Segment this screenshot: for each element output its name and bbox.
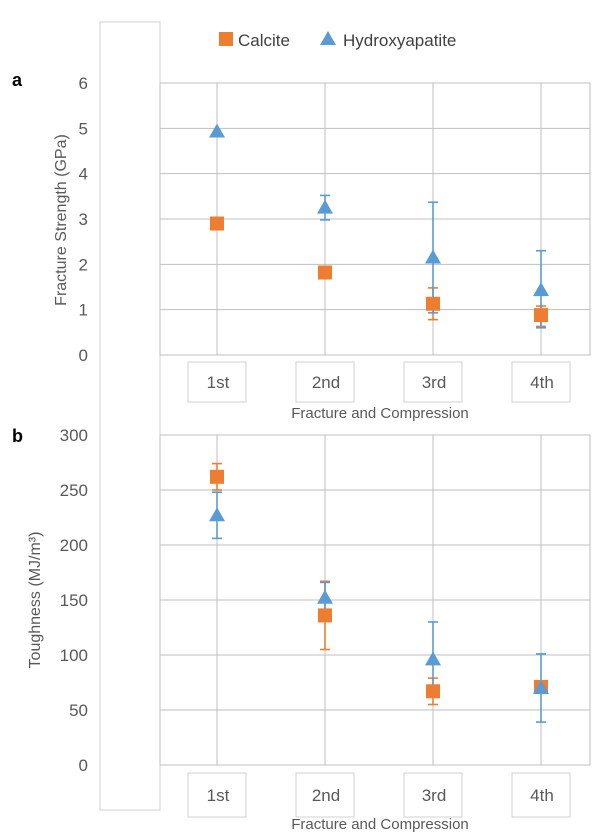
y-tick-label: 3 <box>79 210 88 229</box>
x-category-label: 2nd <box>312 373 340 392</box>
panel-a: a 0 1 2 3 4 5 6 1st 2nd 3rd 4th Fracture Strength… <box>12 70 591 422</box>
calcite-point <box>426 296 440 311</box>
hydroxyapatite-point <box>317 589 333 604</box>
x-category-box <box>511 361 571 403</box>
hydroxyapatite-point <box>209 123 225 138</box>
panel-b: b 0 50 100 150 200 250 300 1st 2nd 3rd 4th Toughn… <box>12 426 591 833</box>
x-axis-title-b: Fracture and Compression <box>291 816 469 833</box>
hydroxyapatite-point <box>533 282 549 297</box>
legend: Calcite Hydroxyapatite <box>219 31 456 50</box>
x-category-labels-a: 1st 2nd 3rd 4th <box>187 361 571 403</box>
calcite-point <box>210 469 224 484</box>
x-category-box <box>403 772 463 818</box>
panel-label-a: a <box>12 70 23 90</box>
legend-hydroxyapatite-marker <box>320 31 336 45</box>
x-category-box <box>187 772 247 818</box>
gridlines-a <box>160 82 590 356</box>
y-tick-label: 150 <box>60 591 88 610</box>
x-category-label: 3rd <box>422 786 447 805</box>
calcite-point <box>318 608 332 623</box>
hydroxyapatite-point <box>425 249 441 264</box>
x-axis-title-a: Fracture and Compression <box>291 405 469 422</box>
y-tick-label: 1 <box>79 301 88 320</box>
legend-hydroxyapatite-label: Hydroxyapatite <box>343 31 456 50</box>
y-axis-title-b: Toughness (MJ/m³) <box>27 532 44 669</box>
gridlines-b <box>160 434 590 766</box>
y-tick-label: 50 <box>69 701 88 720</box>
y-axis-title-a: Fracture Strength (GPa) <box>53 134 70 306</box>
x-category-label: 2nd <box>312 786 340 805</box>
legend-calcite-label: Calcite <box>238 31 290 50</box>
y-tick-label: 300 <box>60 426 88 445</box>
x-category-label: 4th <box>530 373 554 392</box>
calcite-point <box>210 216 224 231</box>
x-category-box <box>403 361 463 403</box>
y-tick-label: 4 <box>79 165 88 184</box>
y-tick-label: 5 <box>79 119 88 138</box>
y-tick-label: 0 <box>79 346 88 365</box>
y-tick-labels-b: 0 50 100 150 200 250 300 <box>60 426 88 775</box>
x-category-labels-b: 1st 2nd 3rd 4th <box>187 772 571 818</box>
x-category-label: 4th <box>530 786 554 805</box>
data-marks-a <box>209 123 549 329</box>
hydroxyapatite-point <box>533 680 549 694</box>
hydroxyapatite-point <box>317 199 333 214</box>
calcite-point <box>534 308 548 323</box>
x-category-box <box>187 361 247 403</box>
y-tick-label: 6 <box>79 74 88 93</box>
x-category-label: 1st <box>207 786 230 805</box>
x-category-box <box>511 772 571 818</box>
axis-strip-box <box>99 21 161 811</box>
x-category-label: 1st <box>207 373 230 392</box>
y-tick-labels-a: 0 1 2 3 4 5 6 <box>79 74 88 365</box>
x-category-label: 3rd <box>422 373 447 392</box>
x-category-box <box>295 772 355 818</box>
calcite-point <box>426 684 440 699</box>
legend-calcite-marker <box>219 32 233 46</box>
hydroxyapatite-point <box>209 507 225 522</box>
x-category-box <box>295 361 355 403</box>
y-tick-label: 250 <box>60 481 88 500</box>
y-tick-label: 200 <box>60 536 88 555</box>
hydroxyapatite-point <box>425 651 441 666</box>
panel-label-b: b <box>12 426 23 446</box>
data-marks-b <box>209 462 549 723</box>
y-tick-label: 0 <box>79 756 88 775</box>
y-tick-label: 2 <box>79 255 88 274</box>
y-tick-label: 100 <box>60 646 88 665</box>
calcite-point <box>318 265 332 280</box>
